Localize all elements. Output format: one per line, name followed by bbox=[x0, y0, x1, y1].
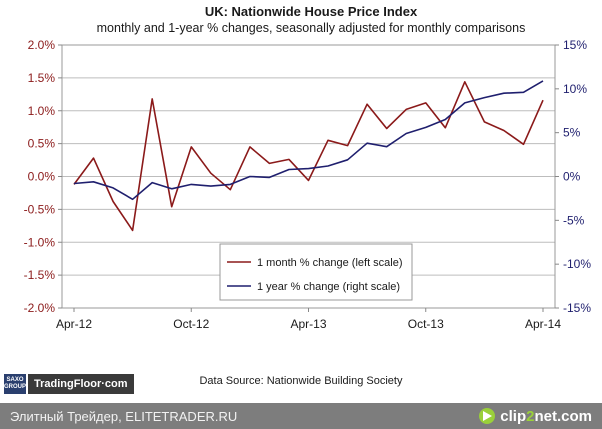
x-axis: Apr-12 Oct-12 Apr-13 Oct-13 Apr-14 bbox=[56, 308, 561, 331]
tradingfloor-wordmark: TradingFloor·com bbox=[28, 374, 134, 394]
left-tick-label: -0.5% bbox=[24, 202, 56, 216]
left-tick-label: 0.0% bbox=[28, 170, 56, 184]
left-axis: -2.0% -1.5% -1.0% -0.5% 0.0% 0.5% 1.0% 1.5% 2.0% bbox=[24, 38, 62, 315]
chart-subtitle: monthly and 1-year % changes, seasonally… bbox=[97, 21, 526, 35]
legend-box bbox=[219, 243, 413, 301]
x-tick-label: Apr-13 bbox=[290, 317, 326, 331]
left-tick-label: -2.0% bbox=[24, 301, 56, 315]
play-icon bbox=[479, 408, 496, 424]
series-line-1-month bbox=[73, 81, 544, 232]
series-line-1-year bbox=[73, 80, 544, 201]
right-tick-label: 0% bbox=[563, 170, 581, 184]
legend-label-1y: 1 year % change (right scale) bbox=[257, 281, 400, 293]
right-tick-label: -15% bbox=[563, 301, 591, 315]
series-lines bbox=[73, 80, 544, 232]
legend-label-1m: 1 month % change (left scale) bbox=[257, 257, 403, 269]
right-tick-label: -5% bbox=[563, 213, 585, 227]
legend: 1 month % change (left scale) 1 year % c… bbox=[219, 243, 413, 301]
right-tick-label: 10% bbox=[563, 82, 587, 96]
left-tick-label: 2.0% bbox=[28, 38, 56, 52]
x-tick-label: Apr-14 bbox=[525, 317, 561, 331]
right-tick-label: 5% bbox=[563, 126, 581, 140]
left-tick-label: -1.0% bbox=[24, 235, 56, 249]
left-tick-label: 1.0% bbox=[28, 104, 56, 118]
tradingfloor-logo: SAXO GROUP TradingFloor·com bbox=[4, 374, 134, 394]
chart: UK: Nationwide House Price Index monthly… bbox=[24, 4, 592, 331]
data-source: Data Source: Nationwide Building Society bbox=[199, 375, 403, 387]
x-tick-label: Oct-13 bbox=[408, 317, 444, 331]
right-axis: -15% -10% -5% 0% 5% 10% 15% bbox=[555, 38, 591, 315]
clip2net-brand[interactable]: clip 2 net.com bbox=[479, 408, 602, 425]
chart-title: UK: Nationwide House Price Index bbox=[205, 4, 418, 19]
right-tick-label: -10% bbox=[563, 257, 591, 271]
left-tick-label: 0.5% bbox=[28, 137, 56, 151]
left-tick-label: 1.5% bbox=[28, 71, 56, 85]
right-tick-label: 15% bbox=[563, 38, 587, 52]
x-tick-label: Apr-12 bbox=[56, 317, 92, 331]
saxo-group-logo: SAXO GROUP bbox=[4, 374, 26, 394]
x-tick-label: Oct-12 bbox=[173, 317, 209, 331]
left-tick-label: -1.5% bbox=[24, 268, 56, 282]
site-credit: Элитный Трейдер, ELITETRADER.RU bbox=[10, 408, 238, 424]
footer-bar: Элитный Трейдер, ELITETRADER.RU clip 2 net… bbox=[0, 403, 602, 429]
